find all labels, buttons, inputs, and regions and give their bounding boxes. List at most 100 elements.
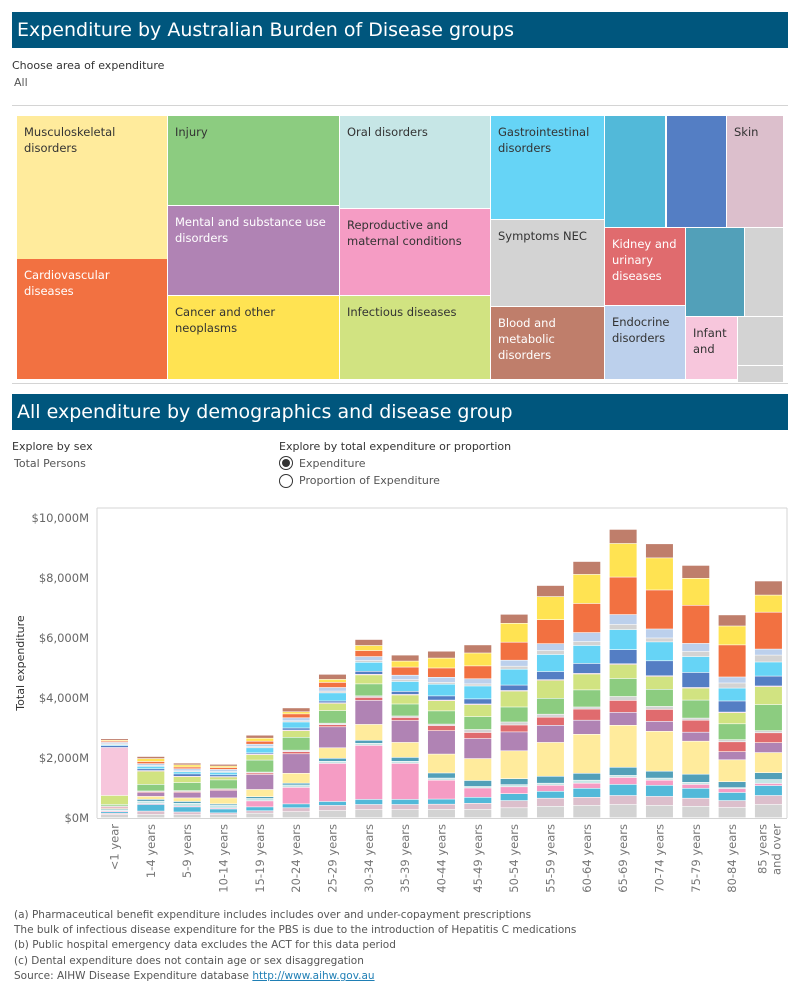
bar-segment[interactable]: [246, 801, 274, 807]
bar-segment[interactable]: [427, 682, 455, 684]
bar-segment[interactable]: [754, 595, 782, 612]
bar-segment[interactable]: [318, 801, 346, 806]
bar-segment[interactable]: [609, 614, 637, 625]
bar-stack[interactable]: [173, 763, 201, 818]
bar-segment[interactable]: [645, 805, 673, 818]
bar-segment[interactable]: [173, 776, 201, 783]
bar-segment[interactable]: [645, 676, 673, 689]
bar-segment[interactable]: [427, 651, 455, 658]
bar-segment[interactable]: [391, 720, 419, 743]
bar-segment[interactable]: [682, 656, 710, 673]
bar-segment[interactable]: [355, 740, 383, 743]
treemap-tile[interactable]: Cardiovascular diseases: [17, 259, 167, 379]
bar-segment[interactable]: [536, 654, 564, 672]
bar-segment[interactable]: [464, 729, 492, 733]
bar-segment[interactable]: [464, 645, 492, 653]
treemap-tile[interactable]: Injury: [168, 116, 339, 205]
bar-segment[interactable]: [682, 784, 710, 788]
bar-segment[interactable]: [427, 773, 455, 778]
bar-segment[interactable]: [173, 801, 201, 803]
treemap-tile[interactable]: Reproductive and maternal conditions: [340, 209, 490, 295]
treemap-tile[interactable]: [667, 116, 726, 227]
bar-segment[interactable]: [209, 804, 237, 805]
bar-segment[interactable]: [246, 813, 274, 818]
bar-segment[interactable]: [391, 717, 419, 721]
bar-segment[interactable]: [645, 642, 673, 661]
bar-segment[interactable]: [573, 805, 601, 818]
bar-segment[interactable]: [391, 761, 419, 764]
bar-segment[interactable]: [754, 655, 782, 662]
bar-segment[interactable]: [101, 739, 128, 740]
bar-segment[interactable]: [464, 653, 492, 666]
bar-segment[interactable]: [173, 772, 201, 774]
bar-segment[interactable]: [573, 734, 601, 773]
bar-segment[interactable]: [318, 763, 346, 802]
bar-segment[interactable]: [645, 689, 673, 707]
treemap-tile[interactable]: Kidney and urinary diseases: [605, 228, 685, 305]
bar-segment[interactable]: [464, 803, 492, 809]
bar-stack[interactable]: [536, 585, 564, 818]
bar-segment[interactable]: [391, 667, 419, 675]
bar-segment[interactable]: [500, 669, 528, 685]
bar-segment[interactable]: [391, 763, 419, 800]
bar-segment[interactable]: [318, 758, 346, 761]
bar-segment[interactable]: [101, 742, 128, 744]
treemap-tile[interactable]: Oral disorders: [340, 116, 490, 208]
bar-segment[interactable]: [718, 615, 746, 626]
bar-segment[interactable]: [645, 778, 673, 780]
bar-segment[interactable]: [282, 718, 310, 721]
bar-segment[interactable]: [427, 724, 455, 726]
bar-segment[interactable]: [318, 682, 346, 688]
bar-segment[interactable]: [536, 742, 564, 776]
bar-segment[interactable]: [318, 691, 346, 693]
bar-segment[interactable]: [645, 661, 673, 676]
bar-segment[interactable]: [282, 785, 310, 788]
bar-segment[interactable]: [718, 683, 746, 688]
treemap-tile[interactable]: Symptoms NEC: [491, 220, 604, 306]
bar-segment[interactable]: [355, 697, 383, 701]
bar-segment[interactable]: [282, 808, 310, 812]
bar-segment[interactable]: [209, 769, 237, 772]
bar-segment[interactable]: [573, 709, 601, 720]
bar-segment[interactable]: [718, 752, 746, 760]
bar-segment[interactable]: [209, 775, 237, 777]
bar-segment[interactable]: [246, 753, 274, 754]
bar-stack[interactable]: [137, 756, 165, 818]
bar-segment[interactable]: [427, 677, 455, 683]
bar-segment[interactable]: [609, 700, 637, 713]
bar-segment[interactable]: [427, 780, 455, 799]
bar-segment[interactable]: [101, 812, 128, 813]
bar-segment[interactable]: [427, 668, 455, 677]
bar-segment[interactable]: [391, 691, 419, 695]
bar-segment[interactable]: [318, 727, 346, 748]
bar-segment[interactable]: [718, 788, 746, 793]
bar-segment[interactable]: [754, 649, 782, 655]
bar-segment[interactable]: [536, 783, 564, 786]
bar-segment[interactable]: [101, 747, 128, 796]
bar-segment[interactable]: [645, 590, 673, 629]
treemap-tile[interactable]: Blood and metabolic disorders: [491, 307, 604, 379]
bar-segment[interactable]: [282, 728, 310, 730]
bar-segment[interactable]: [137, 799, 165, 801]
bar-segment[interactable]: [282, 812, 310, 818]
bar-stack[interactable]: [609, 529, 637, 818]
bar-segment[interactable]: [500, 785, 528, 787]
bar-segment[interactable]: [500, 642, 528, 660]
bar-segment[interactable]: [536, 785, 564, 791]
bar-segment[interactable]: [137, 771, 165, 785]
bar-segment[interactable]: [209, 780, 237, 789]
bar-segment[interactable]: [500, 732, 528, 751]
bar-segment[interactable]: [754, 676, 782, 686]
bar-segment[interactable]: [500, 691, 528, 707]
bar-segment[interactable]: [246, 798, 274, 801]
bar-segment[interactable]: [536, 714, 564, 717]
bar-segment[interactable]: [609, 678, 637, 697]
bar-segment[interactable]: [682, 565, 710, 578]
bar-segment[interactable]: [173, 803, 201, 806]
treemap-tile[interactable]: [738, 317, 783, 365]
bar-segment[interactable]: [573, 797, 601, 806]
bar-segment[interactable]: [464, 686, 492, 699]
bar-segment[interactable]: [246, 807, 274, 811]
bar-segment[interactable]: [282, 722, 310, 728]
bar-segment[interactable]: [718, 800, 746, 808]
